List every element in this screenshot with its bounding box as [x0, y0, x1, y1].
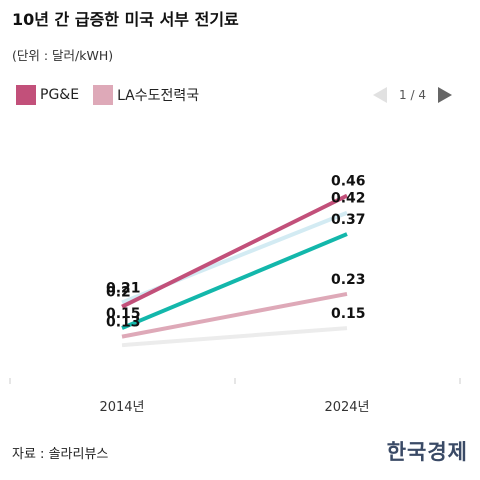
- data-label-s1-p0: 0.21: [106, 280, 141, 296]
- source-note: 자료 : 솔라리뷰스: [12, 447, 109, 462]
- chart-unit: (단위 : 달러/kWH): [12, 48, 114, 63]
- x-tick-label-1: 2024년: [324, 400, 369, 415]
- data-label-s0-p1: 0.46: [331, 174, 366, 190]
- x-tick-label-0: 2014년: [99, 400, 144, 415]
- series-line-0: [121, 193, 348, 309]
- data-label-s0-p0: 0.2: [106, 285, 131, 301]
- legend: PG&E LA수도전력국: [16, 85, 213, 105]
- data-label-s2-p1: 0.37: [331, 212, 366, 228]
- series-line-3: [121, 291, 348, 339]
- legend-label-pge: PG&E: [40, 87, 80, 103]
- legend-swatch-ladwp: [93, 85, 114, 105]
- data-label-s1-p1: 0.42: [331, 191, 366, 207]
- legend-swatch-pge: [16, 85, 36, 105]
- publisher-logo: 한국경제: [386, 439, 468, 464]
- data-label-s3-p1: 0.23: [331, 272, 366, 288]
- next-arrow-icon[interactable]: [438, 87, 452, 103]
- legend-label-ladwp: LA수도전력국: [117, 88, 200, 104]
- page-indicator: 1 / 4: [399, 88, 426, 102]
- series-line-4: [121, 326, 348, 348]
- series-line-2: [121, 232, 348, 330]
- legend-item-pge: PG&E: [16, 85, 79, 105]
- prev-arrow-icon[interactable]: [373, 87, 388, 103]
- data-label-s3-p0: 0.13: [106, 315, 141, 331]
- legend-item-ladwp: LA수도전력국: [93, 85, 199, 105]
- chart-title: 10년 간 급증한 미국 서부 전기료: [12, 10, 239, 29]
- data-label-s4-p1: 0.15: [331, 306, 366, 322]
- data-label-s2-p0: 0.15: [106, 306, 141, 322]
- pager: 1 / 4: [373, 87, 452, 103]
